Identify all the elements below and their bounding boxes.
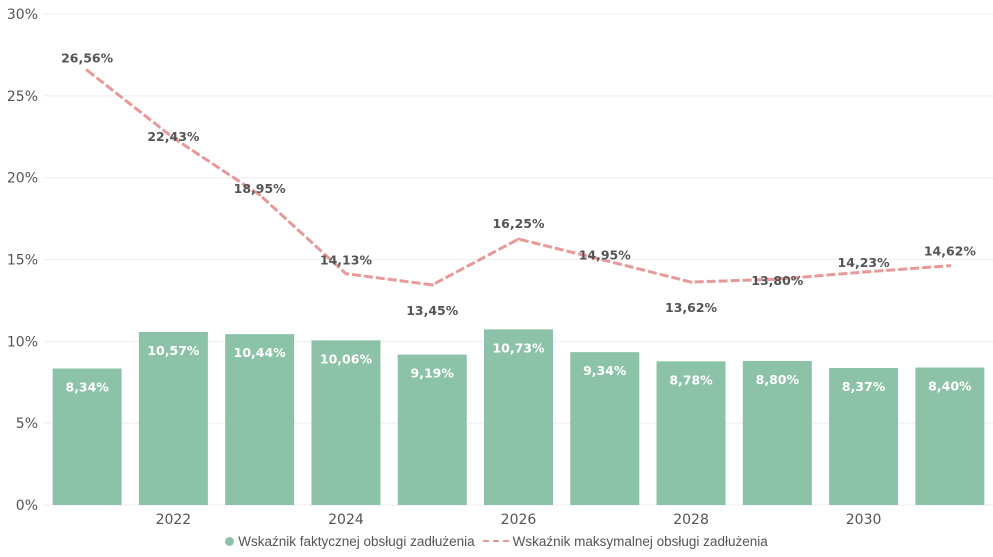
line-point bbox=[948, 264, 952, 268]
line-point bbox=[517, 237, 520, 241]
bar-data-label: 9,34% bbox=[583, 363, 627, 378]
y-tick-label: 10% bbox=[7, 334, 38, 350]
line-path bbox=[86, 69, 950, 287]
legend-bar-label: Wskaźnik faktycznej obsługi zadłużenia bbox=[238, 533, 475, 549]
y-tick-label: 15% bbox=[7, 253, 38, 269]
line-point bbox=[689, 280, 693, 284]
line-data-label: 14,95% bbox=[579, 247, 632, 262]
line-point bbox=[430, 283, 434, 287]
bar-data-label: 8,34% bbox=[65, 380, 109, 395]
bar-data-label: 10,44% bbox=[234, 345, 287, 360]
line-data-label: 13,62% bbox=[665, 300, 718, 315]
line-data-label: 26,56% bbox=[61, 50, 114, 65]
line-point bbox=[85, 68, 89, 72]
bar-data-labels: 8,34% 10,57% 10,44% 10,06% 9,19% 10,73% 9,34% 8… bbox=[65, 340, 972, 394]
line-point bbox=[775, 277, 779, 281]
bar-data-label: 10,73% bbox=[492, 340, 545, 355]
y-tick-label: 25% bbox=[7, 89, 38, 105]
x-tick-label: 2028 bbox=[673, 512, 709, 528]
bar bbox=[397, 354, 467, 505]
bar bbox=[483, 329, 554, 505]
y-tick-label: 5% bbox=[16, 416, 38, 432]
bar bbox=[742, 360, 812, 505]
bar-data-label: 8,78% bbox=[669, 372, 713, 387]
bar-data-label: 8,37% bbox=[842, 379, 886, 394]
y-axis-ticks: 0% 5% 10% 15% 20% 25% 30% bbox=[7, 7, 38, 514]
x-tick-label: 2026 bbox=[501, 512, 537, 528]
line-data-label: 14,23% bbox=[838, 255, 891, 270]
x-tick-label: 2022 bbox=[156, 512, 192, 528]
bar bbox=[225, 334, 295, 505]
line-data-label: 22,43% bbox=[147, 129, 200, 144]
x-tick-label: 2030 bbox=[846, 512, 882, 528]
line-data-label: 18,95% bbox=[234, 181, 287, 196]
line-series bbox=[85, 68, 952, 287]
line-point bbox=[603, 258, 607, 262]
line-data-label: 13,45% bbox=[406, 303, 459, 318]
bar-data-label: 9,19% bbox=[411, 366, 455, 381]
x-axis-ticks: 2022 2024 2026 2028 2030 bbox=[156, 512, 882, 528]
bar bbox=[570, 352, 640, 505]
line-data-label: 14,62% bbox=[924, 244, 977, 259]
legend-line-label: Wskaźnik maksymalnej obsługi zadłużenia bbox=[512, 533, 768, 549]
line-point bbox=[171, 136, 175, 140]
x-tick-label: 2024 bbox=[328, 512, 364, 528]
bar bbox=[656, 361, 726, 505]
legend-dash-icon bbox=[482, 540, 509, 542]
y-tick-label: 30% bbox=[7, 7, 38, 23]
line-point bbox=[258, 193, 262, 197]
legend-item-line[interactable]: Wskaźnik maksymalnej obsługi zadłużenia bbox=[482, 533, 768, 549]
bar-data-label: 8,80% bbox=[756, 372, 800, 387]
bar bbox=[915, 367, 985, 505]
bar bbox=[52, 368, 122, 505]
bar-data-label: 10,57% bbox=[147, 343, 200, 358]
line-data-label: 13,80% bbox=[751, 273, 804, 288]
y-tick-label: 20% bbox=[7, 171, 38, 187]
bar-data-label: 10,06% bbox=[320, 351, 373, 366]
legend: Wskaźnik faktycznej obsługi zadłużenia W… bbox=[0, 532, 993, 550]
line-data-label: 14,13% bbox=[320, 253, 373, 268]
y-tick-label: 0% bbox=[16, 498, 38, 514]
line-point bbox=[862, 270, 866, 274]
line-data-labels: 26,56% 22,43% 18,95% 14,13% 13,45% 16,25% 14,9… bbox=[61, 50, 976, 318]
bar-series bbox=[52, 329, 985, 505]
bar bbox=[829, 368, 899, 505]
legend-dot-icon bbox=[225, 536, 235, 546]
legend-item-bar[interactable]: Wskaźnik faktycznej obsługi zadłużenia bbox=[225, 533, 475, 549]
line-point bbox=[344, 272, 348, 276]
bar bbox=[311, 340, 381, 505]
bar bbox=[138, 332, 208, 505]
line-data-label: 16,25% bbox=[492, 216, 545, 231]
bar-data-label: 8,40% bbox=[928, 379, 972, 394]
